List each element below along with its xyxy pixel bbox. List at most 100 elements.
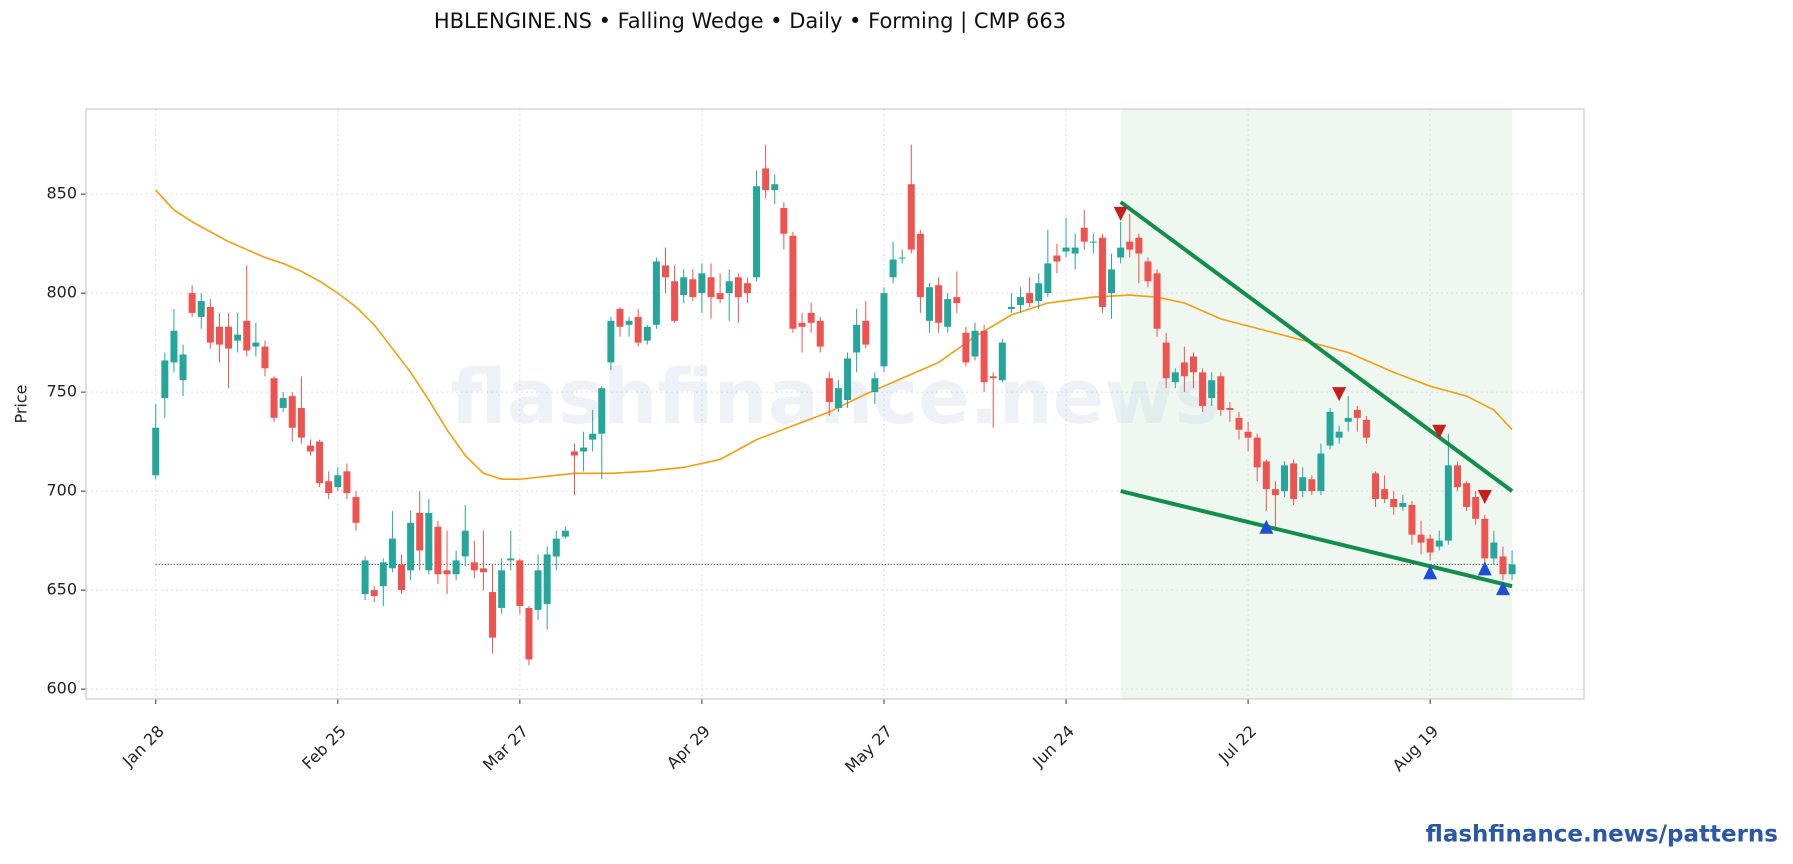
candle-body bbox=[880, 293, 888, 367]
candle-body bbox=[1426, 538, 1434, 553]
candle-body bbox=[771, 184, 779, 191]
candle-body bbox=[1381, 489, 1389, 500]
candle-body bbox=[343, 471, 351, 494]
candle-body bbox=[1053, 255, 1061, 262]
candle-body bbox=[470, 562, 478, 571]
candle-body bbox=[989, 376, 997, 379]
candle-body bbox=[607, 320, 615, 363]
x-tick-label: Aug 19 bbox=[1389, 722, 1443, 776]
swing-low-marker bbox=[1259, 519, 1274, 534]
candle-body bbox=[1508, 564, 1516, 575]
candle-body bbox=[516, 560, 524, 606]
candle-body bbox=[316, 441, 324, 484]
candle-body bbox=[671, 281, 679, 321]
candle-body bbox=[834, 388, 842, 408]
candle-body bbox=[789, 235, 797, 329]
candle-body bbox=[215, 326, 223, 345]
candle-body bbox=[1317, 453, 1325, 492]
candle-body bbox=[489, 592, 497, 638]
candle-body bbox=[616, 308, 624, 327]
swing-low-marker bbox=[1495, 581, 1510, 596]
candle-body bbox=[862, 320, 870, 345]
candle-body bbox=[980, 330, 988, 383]
candle-body bbox=[916, 233, 924, 298]
candle-body bbox=[953, 297, 961, 304]
candle-body bbox=[598, 388, 606, 434]
candle-body bbox=[288, 396, 296, 428]
swing-high-marker bbox=[1113, 206, 1128, 221]
candle-body bbox=[1180, 362, 1188, 377]
candle-body bbox=[925, 287, 933, 321]
x-tick-label: Mar 27 bbox=[479, 722, 532, 775]
candle-body bbox=[525, 607, 533, 660]
candle-body bbox=[188, 293, 196, 313]
candle-body bbox=[1299, 477, 1307, 492]
candle-body bbox=[1290, 463, 1298, 500]
candle-body bbox=[270, 378, 278, 418]
candle-body bbox=[1098, 237, 1106, 307]
swing-low-marker bbox=[1477, 561, 1492, 576]
x-tick-label: Jul 22 bbox=[1214, 722, 1260, 768]
candle-body bbox=[561, 530, 569, 537]
candle-body bbox=[416, 512, 424, 551]
candle-body bbox=[1499, 556, 1507, 575]
candle-body bbox=[534, 570, 542, 610]
candle-body bbox=[944, 299, 952, 327]
trend-line-lower bbox=[1120, 489, 1513, 589]
swing-high-marker bbox=[1432, 424, 1447, 439]
candle-body bbox=[1463, 483, 1471, 507]
y-tick-label: 850 bbox=[46, 184, 77, 203]
candle-body bbox=[243, 320, 251, 351]
candle-body bbox=[725, 281, 733, 294]
candle-body bbox=[443, 570, 451, 575]
candle-body bbox=[844, 358, 852, 401]
trend-line-upper bbox=[1119, 200, 1514, 493]
candle-body bbox=[170, 330, 178, 363]
y-tick-label: 600 bbox=[46, 679, 77, 698]
candle-body bbox=[361, 560, 369, 595]
candle-body bbox=[225, 326, 233, 349]
candle-body bbox=[1262, 461, 1270, 490]
candle-body bbox=[935, 285, 943, 323]
x-tick-label: Feb 25 bbox=[298, 722, 349, 773]
candle-body bbox=[634, 316, 642, 343]
candle-body bbox=[1335, 431, 1343, 438]
candle-body bbox=[1390, 499, 1398, 507]
candle-body bbox=[1126, 241, 1134, 250]
candle-body bbox=[179, 354, 187, 381]
candle-body bbox=[652, 261, 660, 325]
candle-body bbox=[798, 322, 806, 327]
swing-high-marker bbox=[1477, 490, 1492, 505]
candle-body bbox=[1344, 417, 1352, 422]
candle-body bbox=[1017, 297, 1025, 306]
moving-average bbox=[155, 189, 1513, 481]
candle-body bbox=[1472, 497, 1480, 519]
candle-body bbox=[1444, 465, 1452, 541]
candle-body bbox=[853, 324, 861, 353]
candle-body bbox=[1362, 419, 1370, 438]
candle-body bbox=[1135, 237, 1143, 254]
candle-body bbox=[1244, 431, 1252, 438]
candle-body bbox=[452, 560, 460, 575]
swing-high-marker bbox=[1332, 387, 1347, 402]
candle-body bbox=[1253, 437, 1261, 468]
candle-body bbox=[1353, 409, 1361, 418]
candle-body bbox=[1171, 372, 1179, 383]
candle-body bbox=[434, 526, 442, 575]
candle-body bbox=[662, 265, 670, 278]
candle-body bbox=[1144, 261, 1152, 282]
candle-body bbox=[825, 378, 833, 403]
candle-body bbox=[279, 398, 287, 408]
candle-body bbox=[1080, 227, 1088, 242]
candle-body bbox=[1026, 293, 1034, 304]
candle-body bbox=[1417, 534, 1425, 543]
candle-body bbox=[907, 184, 915, 250]
candle-body bbox=[479, 568, 487, 573]
candle-body bbox=[461, 530, 469, 557]
candle-body bbox=[580, 447, 588, 452]
candle-body bbox=[1399, 502, 1407, 507]
candle-body bbox=[1044, 263, 1052, 294]
y-tick-label: 700 bbox=[46, 481, 77, 500]
candle-body bbox=[734, 277, 742, 298]
